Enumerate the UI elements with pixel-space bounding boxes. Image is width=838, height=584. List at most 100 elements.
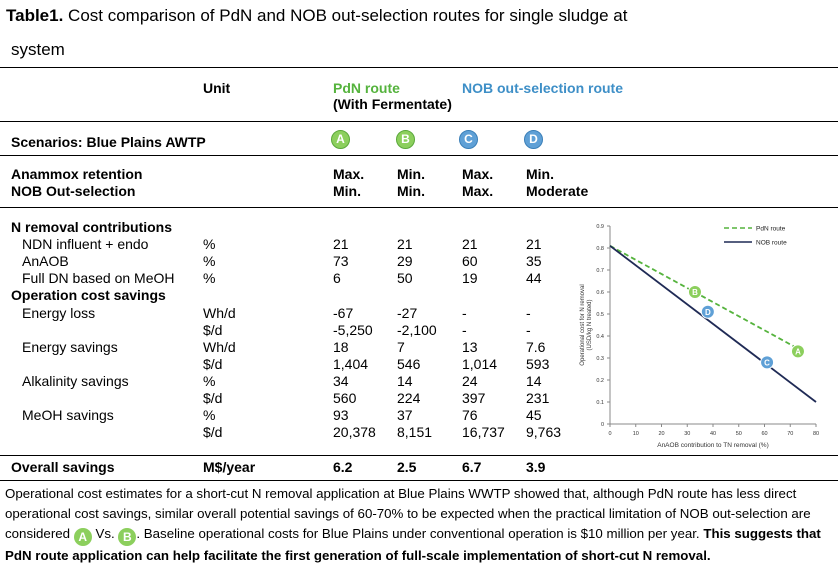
- outselection-value: Min.: [397, 183, 425, 199]
- x-tick-label: 0: [608, 431, 611, 437]
- top-rule: [0, 67, 838, 68]
- header-rule: [0, 121, 838, 122]
- row-value: 7.6: [526, 339, 546, 355]
- scenario-rule: [0, 155, 838, 156]
- pdn-route-subheader: (With Fermentate): [333, 96, 452, 112]
- row-value: 35: [526, 253, 542, 269]
- row-value: 593: [526, 356, 550, 372]
- row-value: 21: [462, 236, 478, 252]
- row-value: 397: [462, 390, 486, 406]
- overall-rule-top: [0, 455, 838, 456]
- point-marker-label: D: [705, 308, 711, 317]
- footer-vs: Vs.: [95, 526, 115, 541]
- row-value: -67: [333, 305, 354, 321]
- row-value: 50: [397, 270, 413, 286]
- row-unit: $/d: [203, 322, 223, 338]
- row-label: Alkalinity savings: [22, 373, 129, 389]
- row-unit: Wh/d: [203, 305, 236, 321]
- scenario-d-badge: D: [524, 130, 543, 149]
- footer-conclusion: This suggests that PdN route application…: [5, 526, 821, 563]
- y-tick-label: 0.1: [596, 400, 604, 406]
- pdn-route-header: PdN route: [333, 80, 400, 96]
- row-unit: %: [203, 236, 216, 252]
- row-value: -: [526, 322, 531, 338]
- row-label: MeOH savings: [22, 407, 114, 423]
- overall-savings-label: Overall savings: [11, 459, 115, 475]
- row-value: 21: [397, 236, 413, 252]
- footer-text-2: . Baseline operational costs for Blue Pl…: [136, 526, 700, 541]
- point-marker-b: [687, 285, 702, 299]
- retention-value: Min.: [397, 166, 425, 182]
- cost-chart: 0 0.1 0.2 0.3 0.4 0.5 0.6 0.7 0.8 0.9 0 10 20 30 40 50 6…: [580, 224, 819, 449]
- x-tick-label: 20: [658, 431, 664, 437]
- overall-savings-unit: M$/year: [203, 459, 256, 475]
- x-axis-label: AnAOB contribution to TN removal (%): [657, 442, 769, 449]
- x-tick-label: 80: [813, 431, 819, 437]
- y-tick-label: 0.2: [596, 378, 604, 384]
- x-tick-label: 70: [787, 431, 793, 437]
- row-value: 19: [462, 270, 478, 286]
- nob-outselection-label: NOB Out-selection: [11, 183, 136, 199]
- overall-rule-bottom: [0, 480, 838, 481]
- series-line-pdn-route: [609, 245, 804, 353]
- nob-route-header: NOB out-selection route: [462, 80, 624, 96]
- row-value: -: [462, 322, 467, 338]
- row-value: 18: [333, 339, 349, 355]
- row-label: Energy loss: [22, 305, 96, 321]
- row-value: 45: [526, 407, 542, 423]
- row-label: Full DN based on MeOH: [22, 270, 175, 286]
- row-value: 231: [526, 390, 550, 406]
- row-value: 16,737: [462, 424, 505, 440]
- point-marker-d: [700, 304, 715, 319]
- scenario-b-badge: B: [396, 130, 415, 149]
- retention-value: Max.: [333, 166, 365, 182]
- series-line-nob-route: [609, 245, 817, 403]
- row-value: 37: [397, 407, 413, 423]
- row-value: 14: [526, 373, 542, 389]
- row-value: 1,404: [333, 356, 369, 372]
- row-value: 24: [462, 373, 478, 389]
- point-marker-a: [790, 344, 805, 359]
- point-marker-c: [760, 355, 775, 370]
- row-value: 7: [397, 339, 405, 355]
- x-tick-label: 10: [633, 431, 639, 437]
- overall-value: 6.2: [333, 459, 353, 475]
- row-value: 73: [333, 253, 349, 269]
- y-tick-label: 0.7: [596, 268, 604, 274]
- row-value: 546: [397, 356, 421, 372]
- y-tick-label: 0.6: [596, 290, 604, 296]
- point-marker-label: C: [764, 358, 770, 367]
- row-unit: $/d: [203, 424, 223, 440]
- row-value: -5,250: [333, 322, 373, 338]
- row-value: 14: [397, 373, 413, 389]
- scenarios-label: Scenarios: Blue Plains AWTP: [11, 134, 206, 150]
- row-value: -27: [397, 305, 418, 321]
- y-tick-label: 0.4: [596, 334, 604, 340]
- row-value: 76: [462, 407, 478, 423]
- point-marker-label: B: [692, 288, 698, 297]
- footer-circle-b: B: [118, 528, 137, 546]
- row-unit: %: [203, 253, 216, 269]
- table-title-text: Cost comparison of PdN and NOB out-selec…: [63, 6, 628, 25]
- unit-header: Unit: [203, 80, 231, 96]
- row-unit: %: [203, 373, 216, 389]
- scenario-a-badge: A: [331, 130, 350, 149]
- outselection-value: Min.: [333, 183, 361, 199]
- row-value: 21: [526, 236, 542, 252]
- footer-text-1: Operational cost estimates for a short-c…: [5, 486, 811, 541]
- legend-label: NOB route: [756, 240, 787, 247]
- row-value: 34: [333, 373, 349, 389]
- row-unit: Wh/d: [203, 339, 236, 355]
- y-tick-label: 0.3: [596, 356, 604, 362]
- row-value: -2,100: [397, 322, 437, 338]
- row-label: NDN influent + endo: [22, 236, 149, 252]
- legend-label: PdN route: [756, 226, 786, 233]
- x-tick-label: 50: [736, 431, 742, 437]
- outselection-value: Moderate: [526, 183, 589, 199]
- overall-value: 2.5: [397, 459, 417, 475]
- y-tick-label: 0: [601, 422, 604, 428]
- row-value: 44: [526, 270, 542, 286]
- row-value: 560: [333, 390, 357, 406]
- footer-paragraph: Operational cost estimates for a short-c…: [5, 484, 835, 566]
- y-axis-label: Operational cost for N removal(USD/kg N …: [580, 284, 593, 365]
